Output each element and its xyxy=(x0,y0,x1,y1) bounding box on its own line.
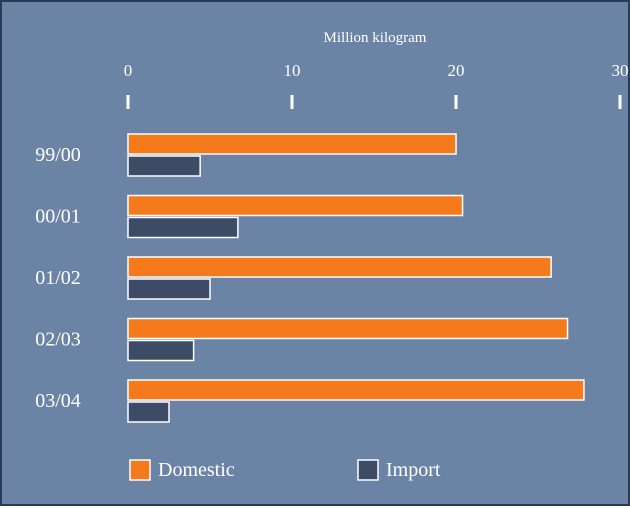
x-tick-mark xyxy=(290,95,294,109)
category-label: 03/04 xyxy=(35,390,81,412)
bar-domestic xyxy=(127,133,457,155)
bar-import xyxy=(127,155,201,177)
x-tick-mark xyxy=(126,95,130,109)
bar-domestic xyxy=(127,256,552,278)
legend-label: Domestic xyxy=(158,459,235,481)
x-tick-label: 0 xyxy=(124,61,133,80)
x-axis-label: Million kilogram xyxy=(324,30,427,46)
bars xyxy=(127,133,585,423)
x-axis-ticks: 0 10 20 30 xyxy=(124,61,629,109)
legend-swatch xyxy=(357,459,379,481)
x-tick-label: 30 xyxy=(612,61,629,80)
x-tick-mark xyxy=(618,95,622,109)
category-label: 01/02 xyxy=(35,267,81,289)
legend-label: Import xyxy=(386,459,441,481)
bar-import xyxy=(127,339,195,362)
category-label: 00/01 xyxy=(35,206,81,228)
category-labels: 99/00 00/01 01/02 02/03 03/04 xyxy=(35,144,81,412)
bar-import xyxy=(127,278,211,300)
bar-domestic xyxy=(127,317,569,340)
bar-import xyxy=(127,401,170,423)
category-label: 02/03 xyxy=(35,329,81,351)
legend-swatch xyxy=(129,459,151,481)
bar-import xyxy=(127,216,239,239)
bar-domestic xyxy=(127,379,585,401)
legend: Domestic Import xyxy=(129,459,441,481)
category-label: 99/00 xyxy=(35,144,81,166)
x-tick-mark xyxy=(454,95,458,109)
bar-domestic xyxy=(127,194,464,217)
x-tick-label: 20 xyxy=(448,61,465,80)
x-tick-label: 10 xyxy=(284,61,301,80)
